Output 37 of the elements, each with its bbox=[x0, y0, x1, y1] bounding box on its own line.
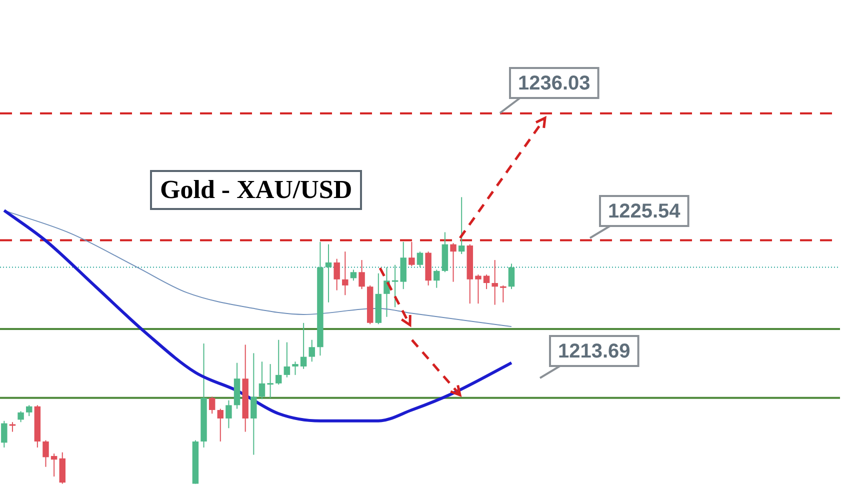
candlestick bbox=[416, 251, 424, 268]
candlestick bbox=[334, 258, 340, 291]
annotation: 1213.69 bbox=[558, 340, 630, 363]
candlestick bbox=[250, 352, 257, 456]
candlestick bbox=[1, 420, 8, 448]
candlestick bbox=[350, 269, 357, 282]
candlestick bbox=[50, 453, 58, 478]
candlestick bbox=[342, 251, 348, 296]
candlestick bbox=[226, 400, 232, 429]
candlestick bbox=[300, 322, 307, 370]
candlestick bbox=[325, 244, 332, 303]
candlestick bbox=[217, 408, 224, 442]
candlestick bbox=[508, 263, 515, 290]
candlestick bbox=[434, 269, 440, 288]
candlestick bbox=[500, 284, 506, 303]
candlestick bbox=[42, 440, 49, 468]
candlestick bbox=[308, 339, 315, 362]
candlestick bbox=[292, 361, 298, 376]
candlestick bbox=[208, 396, 216, 414]
text: Gold - XAU/USD bbox=[150, 170, 362, 210]
candlestick bbox=[392, 264, 398, 308]
candlestick bbox=[475, 274, 482, 304]
ref-line-label: 1236.03 bbox=[518, 72, 590, 95]
candlestick bbox=[492, 260, 498, 306]
candlestick bbox=[18, 410, 24, 423]
candlestick bbox=[458, 196, 465, 254]
candlestick bbox=[275, 339, 282, 386]
candlestick bbox=[483, 274, 490, 290]
candlestick bbox=[358, 260, 365, 290]
candlestick bbox=[284, 342, 290, 378]
candlestick bbox=[450, 242, 456, 282]
ref-line-label: 1225.54 bbox=[608, 200, 682, 223]
candlestick bbox=[26, 404, 32, 417]
candlestick bbox=[9, 422, 16, 432]
candlestick bbox=[258, 361, 266, 400]
candlestick bbox=[408, 241, 415, 267]
candlestick bbox=[267, 364, 274, 398]
